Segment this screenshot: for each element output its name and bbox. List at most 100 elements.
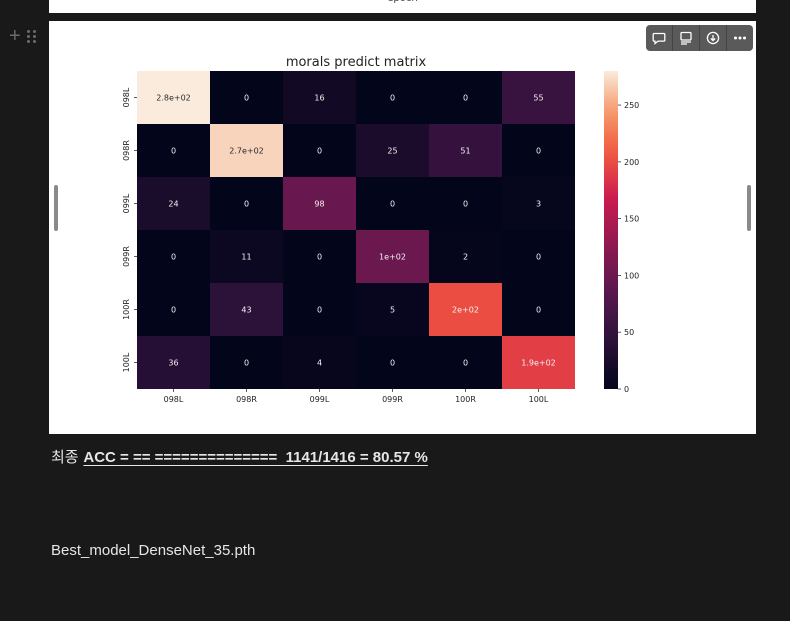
accuracy-formula: ACC = == ============== 1141/1416 = 80.5… (83, 449, 428, 466)
heatmap-cell-label: 55 (533, 94, 543, 103)
heatmap-cell (429, 177, 502, 230)
heatmap-cell (356, 177, 429, 230)
confusion-matrix-image[interactable]: morals predict matrix 2.8e+02 0 16 0 0 55 0 2.7… (49, 21, 756, 434)
heatmap-cell (283, 124, 356, 177)
heatmap-cell-label: 2.7e+02 (229, 147, 264, 156)
y-tick-label: 100R (122, 299, 131, 320)
heatmap-cell (502, 71, 575, 124)
accuracy-result-line: 최종 ACC = == ============== 1141/1416 = 8… (51, 446, 428, 467)
heatmap-cell (283, 177, 356, 230)
colorbar-tick-label: 100 (624, 271, 639, 280)
heatmap-cell (356, 71, 429, 124)
x-tick-label: 100L (529, 395, 549, 404)
heatmap-cell (502, 124, 575, 177)
y-tick-label: 098R (122, 140, 131, 161)
heatmap-cell (283, 230, 356, 283)
heatmap-cell-label: 16 (314, 94, 324, 103)
heatmap-cell (210, 336, 283, 389)
heatmap-cell (210, 177, 283, 230)
heatmap-cell-label: 2 (463, 253, 468, 262)
drag-handle-icon[interactable] (26, 29, 36, 43)
heatmap-cell (210, 283, 283, 336)
heatmap-cell-label: 0 (317, 147, 322, 156)
chart-title: morals predict matrix (286, 55, 427, 70)
y-tick-label: 099R (122, 246, 131, 267)
previous-chart-caption: epoch (49, 0, 756, 4)
heatmap-cell (283, 336, 356, 389)
heatmap-cell (429, 283, 502, 336)
heatmap-cell-label: 0 (463, 200, 468, 209)
colorbar (604, 71, 618, 389)
heatmap-cell-label: 0 (463, 359, 468, 368)
download-button[interactable] (700, 25, 727, 51)
model-filename: Best_model_DenseNet_35.pth (51, 542, 256, 559)
heatmap-cell-label: 0 (171, 147, 176, 156)
heatmap-cell-label: 0 (317, 306, 322, 315)
x-tick-label: 098R (236, 395, 257, 404)
heatmap-cell-label: 0 (463, 94, 468, 103)
heatmap-cell (210, 124, 283, 177)
heatmap-cell (502, 177, 575, 230)
heatmap-cell-label: 98 (314, 200, 324, 209)
heatmap-cell (502, 336, 575, 389)
heatmap-cell (502, 283, 575, 336)
heatmap-cell (283, 283, 356, 336)
heatmap-cell (210, 71, 283, 124)
caption-icon (680, 31, 692, 45)
y-tick-label: 099L (122, 193, 131, 213)
heatmap-cell (356, 230, 429, 283)
heatmap-cell (137, 177, 210, 230)
heatmap-cell (429, 230, 502, 283)
previous-chart-image: epoch (49, 0, 756, 13)
heatmap-cell-label: 4 (317, 359, 322, 368)
heatmap-cell-label: 0 (536, 147, 541, 156)
comment-icon (652, 32, 666, 45)
heatmap-cell (137, 230, 210, 283)
heatmap-cell (137, 336, 210, 389)
heatmap-cell-label: 2e+02 (452, 306, 479, 315)
accuracy-prefix: 최종 (51, 448, 84, 466)
heatmap-cell-label: 0 (244, 200, 249, 209)
heatmap-cell (137, 283, 210, 336)
heatmap-cell-label: 25 (387, 147, 397, 156)
colorbar-tick-label: 0 (624, 385, 629, 394)
y-tick-label: 100L (122, 352, 131, 372)
heatmap-cell (283, 71, 356, 124)
heatmap-cell-label: 0 (244, 359, 249, 368)
heatmap-cell-label: 5 (390, 306, 395, 315)
heatmap-cell-label: 43 (241, 306, 251, 315)
heatmap-cell-label: 0 (317, 253, 322, 262)
colorbar-tick-label: 250 (624, 101, 639, 110)
more-button[interactable] (727, 25, 753, 51)
image-toolbar (646, 25, 753, 51)
comment-button[interactable] (646, 25, 673, 51)
resize-handle-left[interactable] (54, 185, 58, 231)
colorbar-tick-label: 50 (624, 328, 634, 337)
x-tick-label: 099R (382, 395, 403, 404)
heatmap-cell (137, 71, 210, 124)
caption-button[interactable] (673, 25, 700, 51)
heatmap-cell (137, 124, 210, 177)
heatmap-cell-label: 2.8e+02 (156, 94, 191, 103)
download-icon (706, 31, 720, 45)
heatmap-cell-label: 0 (390, 94, 395, 103)
x-tick-label: 098L (164, 395, 184, 404)
heatmap-cell-label: 0 (244, 94, 249, 103)
heatmap-cell-label: 0 (171, 306, 176, 315)
block-handle[interactable]: + (9, 25, 45, 47)
heatmap-cell (429, 71, 502, 124)
heatmap-cell (502, 230, 575, 283)
heatmap-cell-label: 51 (460, 147, 470, 156)
heatmap-cell (356, 336, 429, 389)
heatmap-cell (429, 336, 502, 389)
heatmap-cell-label: 1.9e+02 (521, 359, 556, 368)
add-block-icon[interactable]: + (9, 25, 21, 47)
heatmap-cell (356, 124, 429, 177)
heatmap-cell-label: 3 (536, 200, 541, 209)
heatmap-cell (429, 124, 502, 177)
heatmap-cell-label: 11 (241, 253, 251, 262)
heatmap-chart: morals predict matrix 2.8e+02 0 16 0 0 550 2.7… (122, 55, 639, 404)
x-tick-label: 100R (455, 395, 476, 404)
heatmap-cell-label: 24 (168, 200, 178, 209)
resize-handle-right[interactable] (747, 185, 751, 231)
